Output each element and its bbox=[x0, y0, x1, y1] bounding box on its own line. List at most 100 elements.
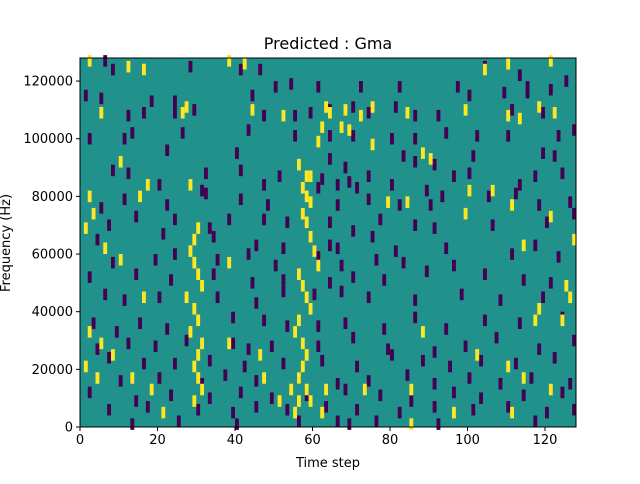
heatmap-cell-high bbox=[118, 156, 123, 168]
heatmap-cell-high bbox=[308, 303, 313, 315]
heatmap-cell-low bbox=[122, 193, 127, 206]
heatmap-cell-low bbox=[424, 265, 429, 278]
heatmap-cell-low bbox=[145, 401, 150, 413]
heatmap-cell-low bbox=[281, 242, 286, 255]
heatmap-cell-low bbox=[390, 132, 394, 145]
heatmap-cell-low bbox=[254, 375, 259, 387]
heatmap-cell-high bbox=[192, 256, 197, 269]
heatmap-cell-high bbox=[510, 406, 515, 419]
heatmap-cell-low bbox=[273, 259, 278, 272]
heatmap-cell-low bbox=[192, 104, 197, 116]
plot-area bbox=[79, 55, 577, 430]
heatmap-cell-high bbox=[188, 245, 193, 257]
heatmap-cell-low bbox=[289, 78, 294, 90]
heatmap-cell-low bbox=[173, 107, 177, 119]
heatmap-cell-low bbox=[440, 190, 445, 203]
heatmap-cell-low bbox=[312, 288, 317, 301]
heatmap-cell-high bbox=[347, 124, 352, 136]
heatmap-cell-high bbox=[405, 196, 410, 208]
heatmap-cell-high bbox=[304, 216, 309, 229]
heatmap-cell-low bbox=[254, 401, 259, 413]
heatmap-cell-high bbox=[320, 406, 325, 419]
heatmap-cell-high bbox=[258, 349, 263, 361]
heatmap-cell-high bbox=[227, 337, 232, 350]
plot-frame bbox=[79, 57, 577, 428]
heatmap-cell-high bbox=[293, 406, 298, 419]
heatmap-cell-low bbox=[541, 107, 546, 119]
heatmap-cell-low bbox=[111, 164, 115, 177]
heatmap-cell-high bbox=[521, 239, 526, 252]
heatmap-cell-low bbox=[242, 360, 247, 373]
heatmap-cell-low bbox=[475, 130, 480, 142]
heatmap-cell-low bbox=[118, 375, 123, 387]
heatmap-cell-low bbox=[494, 331, 499, 344]
heatmap-cell-low bbox=[153, 340, 158, 353]
heatmap-cell-low bbox=[502, 86, 507, 99]
heatmap-cell-low bbox=[262, 109, 267, 122]
heatmap-cell-high bbox=[409, 418, 414, 430]
heatmap-cell-low bbox=[521, 274, 526, 286]
heatmap-cell-low bbox=[111, 63, 115, 76]
heatmap-cell-low bbox=[328, 153, 332, 165]
heatmap-cell-high bbox=[95, 372, 100, 384]
x-tick-label: 20 bbox=[149, 433, 166, 448]
heatmap-cell-low bbox=[401, 150, 406, 162]
heatmap-cell-high bbox=[304, 170, 309, 182]
heatmap-cell-high bbox=[192, 303, 197, 315]
heatmap-cell-low bbox=[452, 259, 456, 272]
heatmap-cell-low bbox=[126, 167, 131, 180]
heatmap-cell-low bbox=[432, 377, 437, 390]
heatmap-cell-low bbox=[238, 193, 243, 206]
heatmap-cell-high bbox=[281, 109, 286, 122]
heatmap-cell-high bbox=[300, 360, 305, 373]
heatmap-cell-low bbox=[281, 285, 286, 298]
heatmap-cell-low bbox=[126, 337, 131, 350]
heatmap-cell-low bbox=[374, 415, 379, 427]
heatmap-cell-high bbox=[343, 104, 348, 116]
heatmap-cell-low bbox=[114, 326, 119, 338]
heatmap-cell-low bbox=[235, 418, 239, 430]
heatmap-cell-low bbox=[180, 127, 185, 139]
heatmap-cell-low bbox=[514, 187, 518, 200]
heatmap-cell-low bbox=[320, 173, 325, 185]
heatmap-cell-low bbox=[173, 213, 177, 226]
heatmap-cell-high bbox=[83, 222, 88, 234]
heatmap-cell-low bbox=[266, 199, 270, 211]
heatmap-cell-high bbox=[533, 314, 538, 327]
heatmap-cell-low bbox=[382, 274, 387, 286]
heatmap-cell-low bbox=[165, 144, 170, 157]
heatmap-cell-low bbox=[254, 239, 259, 252]
heatmap-cell-low bbox=[351, 101, 356, 113]
heatmap-cell-low bbox=[541, 291, 546, 304]
heatmap-cell-low bbox=[517, 317, 522, 329]
heatmap-cell-low bbox=[572, 207, 577, 220]
heatmap-cell-low bbox=[328, 130, 332, 142]
heatmap-cell-low bbox=[138, 317, 143, 329]
heatmap-cell-low bbox=[448, 360, 453, 373]
heatmap-cell-low bbox=[452, 170, 456, 182]
heatmap-cell-high bbox=[200, 279, 205, 292]
x-tick-label: 60 bbox=[304, 433, 321, 448]
heatmap-cell-low bbox=[339, 259, 344, 272]
heatmap-cell-low bbox=[432, 346, 437, 358]
heatmap-cell-low bbox=[506, 401, 511, 413]
heatmap-cell-low bbox=[413, 156, 418, 168]
heatmap-cell-high bbox=[452, 406, 456, 419]
heatmap-cell-low bbox=[258, 63, 263, 76]
y-tick-label: 60000 bbox=[32, 248, 73, 263]
heatmap-cell-low bbox=[165, 199, 170, 211]
heatmap-cell-low bbox=[335, 199, 340, 211]
heatmap-cell-low bbox=[316, 251, 321, 263]
x-axis-label: Time step bbox=[295, 456, 360, 471]
heatmap-cell-high bbox=[428, 153, 433, 165]
heatmap-cell-low bbox=[498, 294, 503, 306]
heatmap-cell-low bbox=[386, 343, 391, 355]
heatmap-cell-low bbox=[339, 285, 344, 298]
heatmap-cell-high bbox=[339, 121, 344, 133]
heatmap-cell-low bbox=[246, 343, 251, 355]
heatmap-cell-high bbox=[192, 360, 197, 373]
heatmap-cell-low bbox=[397, 81, 402, 93]
heatmap-cell-low bbox=[99, 92, 104, 105]
heatmap-cell-low bbox=[490, 219, 495, 231]
heatmap-cell-low bbox=[510, 104, 515, 116]
